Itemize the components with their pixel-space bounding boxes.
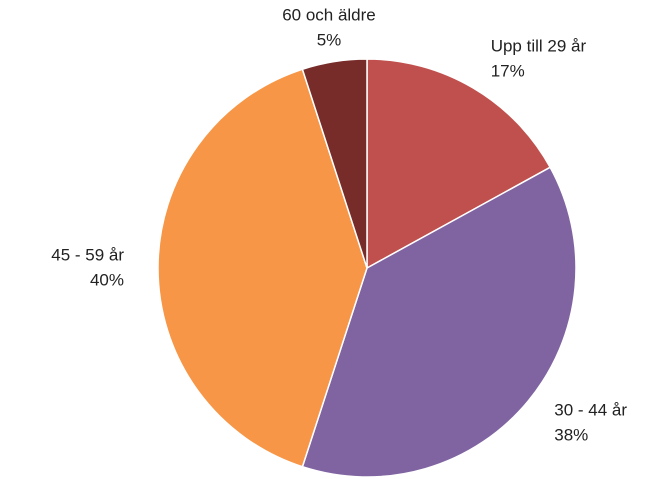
pie-slice <box>301 58 368 269</box>
slice-value-label: 40% <box>90 270 124 289</box>
pie-slice <box>301 166 577 478</box>
slice-value-label: 17% <box>491 61 525 80</box>
slice-label: Upp till 29 år <box>491 36 587 55</box>
pie-slice <box>157 68 368 468</box>
slice-value-label: 38% <box>554 425 588 444</box>
slice-label: 45 - 59 år <box>51 245 124 264</box>
pie-slice <box>366 58 552 270</box>
slice-label: 60 och äldre <box>282 5 376 24</box>
slice-value-label: 5% <box>317 30 342 49</box>
slice-label: 30 - 44 år <box>554 400 627 419</box>
